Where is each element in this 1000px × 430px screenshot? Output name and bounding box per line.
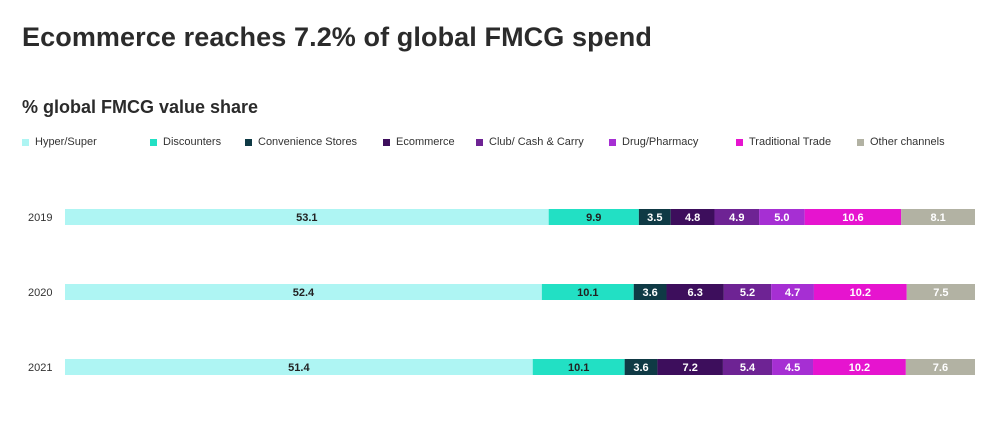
bar-segment-convenience-stores-2021 <box>624 359 658 375</box>
year-label-2021: 2021 <box>28 362 52 374</box>
data-label-hyper-super-2019: 53.1 <box>296 212 317 224</box>
bar-segment-discounters-2021 <box>532 359 625 375</box>
bar-segment-club-cash-carry-2019 <box>714 209 760 225</box>
bar-segment-traditional-trade-2021 <box>813 359 906 375</box>
data-label-discounters-2021: 10.1 <box>568 362 589 374</box>
bar-segment-drug-pharmacy-2019 <box>759 209 805 225</box>
legend-swatch <box>609 138 616 146</box>
legend-item-other-channels: Other channels <box>857 136 945 148</box>
legend-item-club-cash-carry: Club/ Cash & Carry <box>476 136 584 148</box>
data-label-other-channels-2019: 8.1 <box>930 212 945 224</box>
data-label-hyper-super-2020: 52.4 <box>293 287 315 299</box>
data-label-other-channels-2021: 7.6 <box>933 362 948 374</box>
bar-segment-discounters-2019 <box>548 209 639 225</box>
bar-segment-discounters-2020 <box>541 284 634 300</box>
bar-segment-ecommerce-2019 <box>670 209 715 225</box>
legend-swatch <box>476 138 483 146</box>
legend-swatch <box>736 138 743 146</box>
bar-segment-club-cash-carry-2021 <box>722 359 773 375</box>
data-label-club-cash-carry-2020: 5.2 <box>740 287 755 299</box>
legend-label: Ecommerce <box>396 136 455 148</box>
legend-item-traditional-trade: Traditional Trade <box>736 136 831 148</box>
data-label-discounters-2019: 9.9 <box>586 212 601 224</box>
bar-segment-ecommerce-2021 <box>657 359 723 375</box>
bar-segment-convenience-stores-2019 <box>638 209 671 225</box>
data-label-ecommerce-2020: 6.3 <box>688 287 703 299</box>
legend-swatch <box>383 138 390 146</box>
bar-segment-other-channels-2019 <box>901 209 975 225</box>
bar-segment-drug-pharmacy-2021 <box>772 359 814 375</box>
data-label-ecommerce-2021: 7.2 <box>683 362 698 374</box>
legend-swatch <box>857 138 864 146</box>
data-label-club-cash-carry-2019: 4.9 <box>729 212 744 224</box>
bar-segment-hyper-super-2021 <box>65 359 533 375</box>
data-label-ecommerce-2019: 4.8 <box>685 212 700 224</box>
legend-item-convenience-stores: Convenience Stores <box>245 136 357 148</box>
legend-swatch <box>245 138 252 146</box>
year-label-2019: 2019 <box>28 212 52 224</box>
bar-segment-drug-pharmacy-2020 <box>771 284 814 300</box>
bar-segment-hyper-super-2020 <box>65 284 542 300</box>
legend-label: Traditional Trade <box>749 136 832 148</box>
legend-label: Club/ Cash & Carry <box>489 136 584 148</box>
legend-label: Discounters <box>163 136 222 148</box>
chart-legend: Hyper/Super Discounters Convenience Stores… <box>22 136 992 150</box>
bar-segment-club-cash-carry-2020 <box>723 284 772 300</box>
bar-segment-hyper-super-2019 <box>65 209 549 225</box>
legend-label: Drug/Pharmacy <box>622 136 699 148</box>
data-label-hyper-super-2021: 51.4 <box>288 362 310 374</box>
legend-swatch <box>22 138 29 146</box>
data-label-traditional-trade-2021: 10.2 <box>849 362 870 374</box>
legend-label: Hyper/Super <box>35 136 97 148</box>
data-label-traditional-trade-2019: 10.6 <box>842 212 863 224</box>
legend-item-drug-pharmacy: Drug/Pharmacy <box>609 136 698 148</box>
data-label-traditional-trade-2020: 10.2 <box>850 287 871 299</box>
legend-item-discounters: Discounters <box>150 136 221 148</box>
data-label-discounters-2020: 10.1 <box>577 287 598 299</box>
bar-segment-ecommerce-2020 <box>666 284 724 300</box>
data-label-convenience-stores-2019: 3.5 <box>647 212 662 224</box>
data-label-club-cash-carry-2021: 5.4 <box>740 362 756 374</box>
legend-label: Other channels <box>870 136 945 148</box>
data-label-drug-pharmacy-2020: 4.7 <box>785 287 800 299</box>
bar-segment-traditional-trade-2019 <box>804 209 902 225</box>
bar-segment-other-channels-2021 <box>905 359 975 375</box>
bar-segment-convenience-stores-2020 <box>633 284 667 300</box>
bar-segment-other-channels-2020 <box>906 284 975 300</box>
data-label-drug-pharmacy-2021: 4.5 <box>785 362 800 374</box>
data-label-other-channels-2020: 7.5 <box>933 287 948 299</box>
year-label-2020: 2020 <box>28 287 52 299</box>
legend-label: Convenience Stores <box>258 136 358 148</box>
legend-item-hyper-super: Hyper/Super <box>22 136 97 148</box>
data-label-convenience-stores-2021: 3.6 <box>633 362 648 374</box>
bar-segment-traditional-trade-2020 <box>813 284 907 300</box>
chart-title: Ecommerce reaches 7.2% of global FMCG sp… <box>22 22 652 52</box>
data-label-drug-pharmacy-2019: 5.0 <box>774 212 789 224</box>
chart-subtitle: % global FMCG value share <box>22 97 259 117</box>
data-label-convenience-stores-2020: 3.6 <box>642 287 657 299</box>
legend-item-ecommerce: Ecommerce <box>383 136 455 148</box>
legend-swatch <box>150 138 157 146</box>
